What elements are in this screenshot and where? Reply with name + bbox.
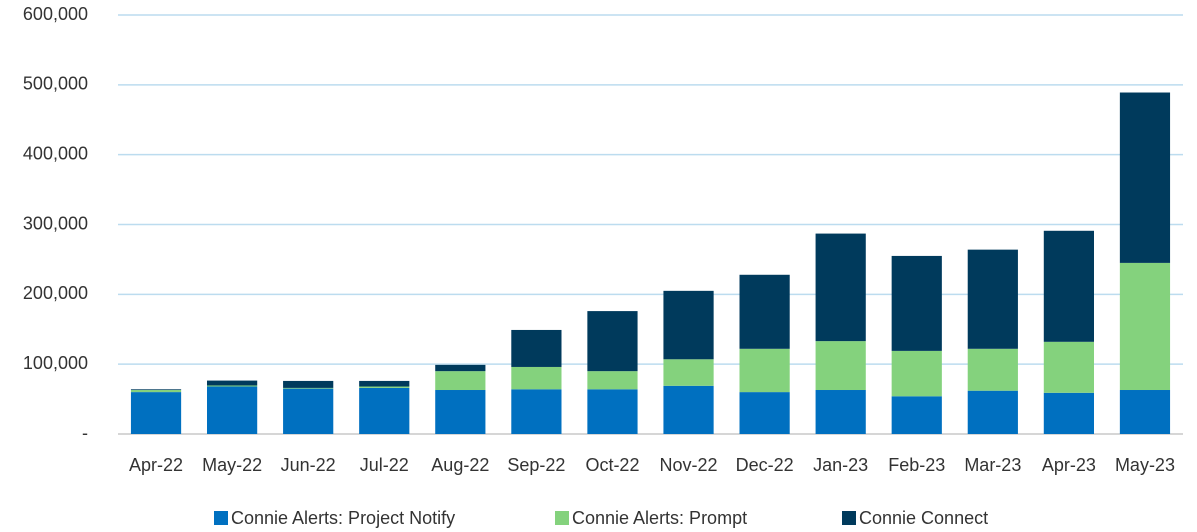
y-tick-label: - bbox=[82, 423, 88, 443]
x-tick-label: Mar-23 bbox=[964, 455, 1021, 475]
bar-segment bbox=[435, 390, 486, 434]
bar-segment bbox=[739, 348, 790, 393]
x-tick-label: Sep-22 bbox=[507, 455, 565, 475]
bar-segment bbox=[435, 364, 486, 372]
x-tick-label: Feb-23 bbox=[888, 455, 945, 475]
legend-swatch bbox=[842, 511, 856, 525]
x-tick-label: Jun-22 bbox=[281, 455, 336, 475]
bar-segment bbox=[359, 387, 410, 434]
legend-label: Connie Connect bbox=[859, 508, 988, 528]
bar-segment bbox=[1043, 341, 1094, 393]
bar-segment bbox=[815, 390, 866, 434]
legend-label: Connie Alerts: Project Notify bbox=[231, 508, 455, 528]
bar-segment bbox=[663, 290, 714, 360]
bar-segment bbox=[283, 387, 334, 389]
bar-segment bbox=[663, 359, 714, 386]
x-tick-label: Nov-22 bbox=[660, 455, 718, 475]
bar-segment bbox=[587, 389, 638, 434]
x-tick-label: Aug-22 bbox=[431, 455, 489, 475]
bar-segment bbox=[891, 255, 942, 351]
x-tick-label: Jul-22 bbox=[360, 455, 409, 475]
y-tick-label: 500,000 bbox=[23, 74, 88, 94]
bar-segment bbox=[130, 392, 182, 434]
bar-segment bbox=[359, 386, 410, 388]
bar-segment bbox=[891, 350, 942, 397]
y-tick-label: 100,000 bbox=[23, 353, 88, 373]
x-tick-label: Apr-22 bbox=[129, 455, 183, 475]
y-tick-label: 200,000 bbox=[23, 283, 88, 303]
bar-segment bbox=[207, 385, 258, 387]
bar-segment bbox=[663, 385, 714, 434]
bar-segment bbox=[207, 380, 258, 386]
y-tick-label: 400,000 bbox=[23, 143, 88, 163]
bar-segment bbox=[967, 348, 1018, 391]
bar-segment bbox=[1119, 390, 1171, 434]
bar-segment bbox=[587, 311, 638, 372]
bar-segment bbox=[1119, 262, 1171, 391]
bar-segment bbox=[815, 233, 866, 342]
bar-segment bbox=[967, 249, 1018, 349]
bar-segment bbox=[967, 390, 1018, 434]
legend-swatch bbox=[214, 511, 228, 525]
x-tick-label: Oct-22 bbox=[585, 455, 639, 475]
x-tick-label: Jan-23 bbox=[813, 455, 868, 475]
bar-segment bbox=[815, 341, 866, 391]
x-tick-label: May-23 bbox=[1115, 455, 1175, 475]
x-tick-label: Apr-23 bbox=[1042, 455, 1096, 475]
x-tick-label: May-22 bbox=[202, 455, 262, 475]
bar-segment bbox=[739, 392, 790, 434]
bar-segment bbox=[130, 389, 182, 391]
bar-segment bbox=[1043, 230, 1094, 342]
x-tick-label: Dec-22 bbox=[736, 455, 794, 475]
bar-segment bbox=[1119, 92, 1171, 263]
bar-segment bbox=[739, 274, 790, 349]
bar-segment bbox=[511, 329, 562, 367]
legend-swatch bbox=[555, 511, 569, 525]
bar-segment bbox=[435, 371, 486, 391]
y-tick-label: 300,000 bbox=[23, 213, 88, 233]
bar-segment bbox=[511, 366, 562, 390]
bar-segment bbox=[359, 380, 410, 387]
bar-segment bbox=[207, 386, 258, 434]
bar-segment bbox=[1043, 392, 1094, 434]
bar-segment bbox=[283, 380, 334, 388]
bar-segment bbox=[587, 371, 638, 390]
bar-segment bbox=[511, 389, 562, 434]
bar-segment bbox=[283, 388, 334, 434]
y-tick-label: 600,000 bbox=[23, 4, 88, 24]
bar-segment bbox=[891, 396, 942, 434]
bar-segment bbox=[130, 390, 182, 393]
legend-label: Connie Alerts: Prompt bbox=[572, 508, 747, 528]
